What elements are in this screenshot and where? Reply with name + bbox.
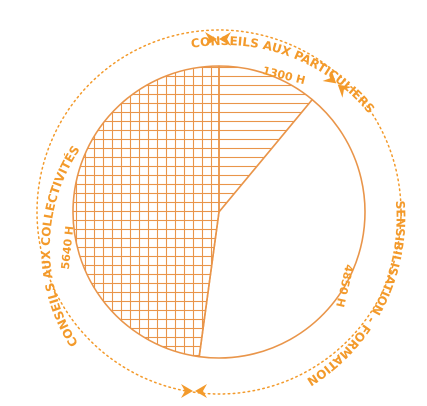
outer-dotted-ring <box>36 29 402 395</box>
pie-slice-conseils-collectivites <box>72 65 220 358</box>
arrowhead-pair-icon <box>322 70 352 98</box>
pie-slice-sensibilisation-formation <box>198 98 366 359</box>
pie-slice-conseils-particuliers <box>218 65 314 213</box>
slice-value-conseils-collectivites: 5640 H <box>59 225 76 270</box>
arrowhead-pair-icon <box>181 384 207 398</box>
arrowhead-pair-icon <box>205 32 231 46</box>
